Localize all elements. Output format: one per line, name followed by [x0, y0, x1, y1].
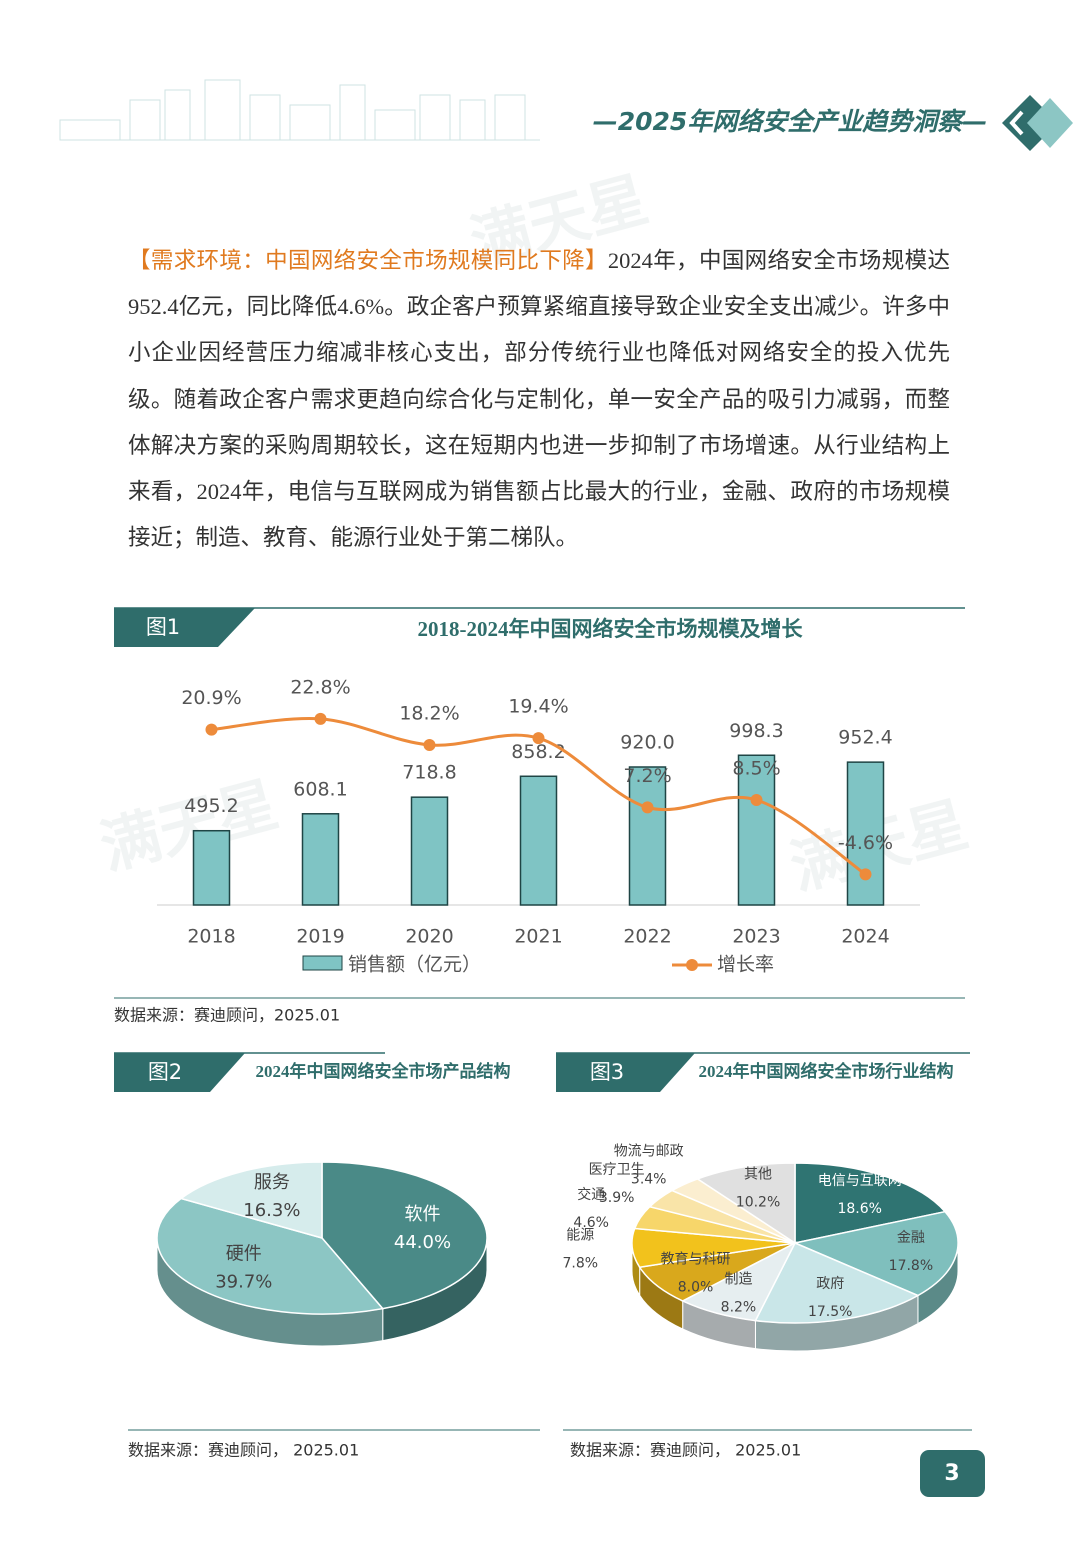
legend-label: 增长率 [717, 954, 774, 976]
header-icon [1027, 98, 1073, 148]
line-point [750, 794, 763, 806]
pie-category: 软件 [404, 1204, 440, 1225]
line-label: 22.8% [290, 676, 350, 698]
pie-label: 17.8% [889, 1258, 933, 1274]
line-point [641, 801, 654, 814]
pie-category: 硬件 [226, 1243, 262, 1264]
header-title: —2025年网络安全产业趋势洞察— [593, 107, 988, 136]
line-label: 20.9% [181, 687, 241, 709]
figure-tag-box [556, 1053, 695, 1092]
x-tick-label: 2024 [841, 926, 889, 948]
pie-slice [156, 1197, 385, 1315]
paragraph-text: 2024年，中国网络安全市场规模达952.4亿元，同比降低4.6%。政企客户预算… [128, 248, 950, 551]
legend-label: 销售额（亿元） [348, 954, 481, 976]
line-point [314, 712, 327, 725]
chart-title: 2024年中国网络安全市场产品结构 [256, 1061, 511, 1081]
line-label: 18.2% [399, 702, 459, 724]
pie-slice [794, 1162, 947, 1244]
pie-slice [695, 1162, 796, 1245]
pie-category: 物流与邮政 [614, 1144, 684, 1160]
source: 数据来源：赛迪顾问， 2025.01 [570, 1441, 801, 1460]
pie-label: 8.0% [678, 1280, 714, 1296]
bar [410, 796, 449, 906]
line-label: 8.5% [732, 758, 780, 780]
pie-label: 3.4% [631, 1172, 667, 1188]
legend-swatch [302, 955, 343, 971]
figure-tag: 图1 [146, 615, 180, 639]
pie-category: 交通 [577, 1186, 605, 1203]
line-point [205, 723, 218, 736]
x-tick-label: 2021 [514, 926, 562, 948]
pie-label: 17.5% [808, 1304, 852, 1320]
pie-category: 医疗卫生 [589, 1162, 645, 1178]
pie-category: 制造 [724, 1271, 752, 1287]
pie-label: 3.9% [599, 1190, 635, 1206]
chart-title: 2018-2024年中国网络安全市场规模及增长 [418, 617, 804, 641]
line-point [423, 738, 436, 751]
x-tick-label: 2023 [732, 926, 780, 948]
pie-label: 8.2% [721, 1299, 757, 1315]
line-label: -4.6% [838, 832, 893, 854]
page-number-box [920, 1450, 985, 1497]
watermark: 满天星 [93, 770, 285, 884]
source: 数据来源：赛迪顾问， 2025.01 [128, 1441, 359, 1460]
page-number: 3 [944, 1461, 959, 1486]
bar-label: 920.0 [620, 732, 674, 754]
pie-slice [754, 1242, 920, 1324]
skyline [59, 79, 540, 141]
bar-label: 858.2 [511, 741, 565, 763]
legend-marker [686, 959, 698, 971]
line-label: 7.2% [623, 765, 671, 787]
pie-category: 服务 [254, 1172, 290, 1193]
pie-label: 39.7% [215, 1271, 272, 1292]
chart-title: 2024年中国网络安全市场行业结构 [699, 1061, 954, 1081]
bar-label: 952.4 [838, 727, 892, 749]
bar [519, 775, 558, 906]
pie-label: 44.0% [394, 1232, 451, 1253]
bar [628, 766, 667, 906]
pie-label: 16.3% [243, 1200, 300, 1221]
bar [301, 813, 340, 906]
pie-slice [792, 1210, 959, 1297]
pie-category: 电信与互联网 [818, 1173, 902, 1189]
line-label: 19.4% [508, 696, 568, 718]
x-tick-label: 2022 [623, 926, 671, 948]
figure-tag-box [114, 608, 255, 647]
header-icon [1009, 110, 1024, 136]
pie-category: 能源 [566, 1228, 594, 1244]
pie-category: 金融 [897, 1230, 925, 1246]
bar [737, 754, 776, 906]
line-point [532, 732, 545, 745]
line-point [859, 868, 872, 881]
x-tick-label: 2020 [405, 926, 453, 948]
pie-label: 7.8% [562, 1256, 598, 1272]
bar [846, 761, 885, 906]
figure-tag: 图3 [590, 1060, 624, 1084]
bar-label: 718.8 [402, 762, 456, 784]
pie-slice [179, 1161, 323, 1239]
paragraph: 【需求环境：中国网络安全市场规模同比下降】2024年，中国网络安全市场规模达95… [128, 238, 950, 561]
source: 数据来源：赛迪顾问，2025.01 [114, 1006, 340, 1025]
pie-category: 教育与科研 [661, 1252, 731, 1268]
pie-label: 10.2% [736, 1194, 780, 1210]
x-tick-label: 2018 [187, 926, 235, 948]
pie-slice [321, 1161, 488, 1310]
pie-category: 政府 [816, 1276, 844, 1292]
bar-label: 998.3 [729, 720, 783, 742]
figure-tag: 图2 [148, 1060, 182, 1084]
bar [192, 829, 231, 906]
figure-tag-box [114, 1053, 245, 1092]
bar-label: 495.2 [184, 795, 238, 817]
pie-category: 其他 [744, 1166, 772, 1182]
pie-label: 18.6% [837, 1201, 881, 1217]
pie-label: 4.6% [573, 1215, 609, 1231]
x-tick-label: 2019 [296, 926, 344, 948]
bar-label: 608.1 [293, 778, 347, 800]
paragraph-highlight: 【需求环境：中国网络安全市场规模同比下降】 [128, 248, 608, 273]
